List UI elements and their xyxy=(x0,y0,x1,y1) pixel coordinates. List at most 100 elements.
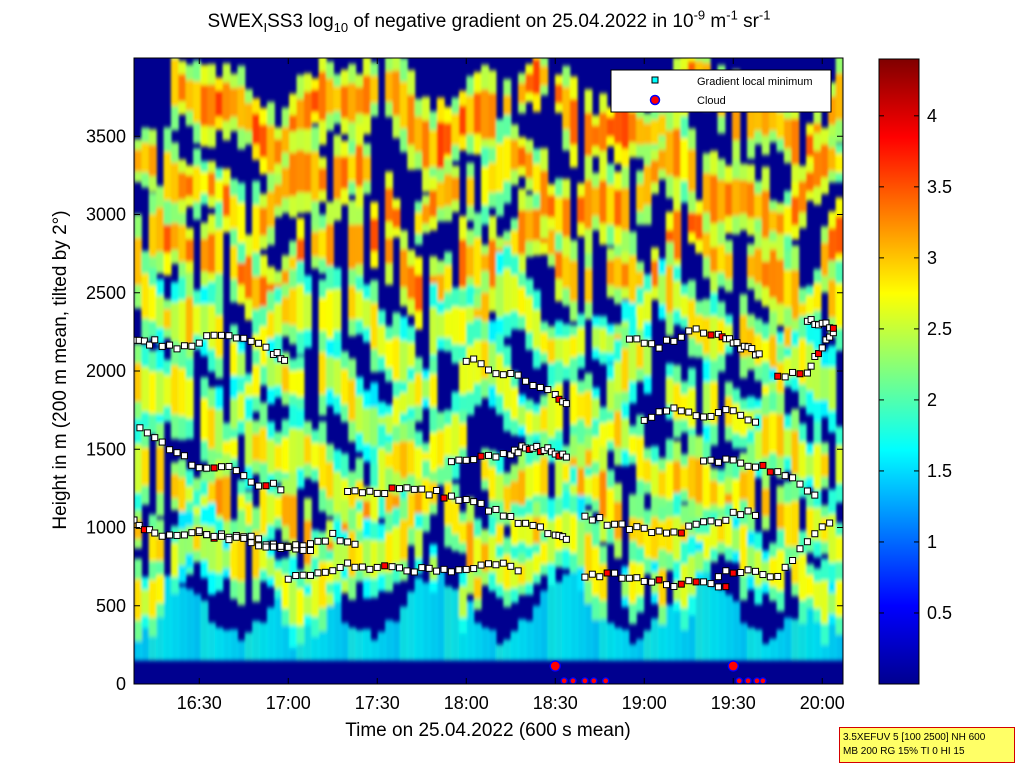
heatmap-cell xyxy=(148,214,157,257)
heatmap-cell xyxy=(392,442,401,477)
gradient-minimum-marker xyxy=(685,327,693,335)
x-tick-label: 17:30 xyxy=(355,693,400,713)
heatmap-cell xyxy=(658,568,667,606)
heatmap-cell xyxy=(673,210,682,260)
heatmap-cell xyxy=(333,86,342,112)
gradient-minimum-marker xyxy=(499,512,507,520)
gradient-minimum-marker xyxy=(351,540,359,548)
heatmap-cell xyxy=(739,180,748,214)
gradient-minimum-marker xyxy=(677,580,685,588)
heatmap-cell xyxy=(577,519,586,568)
gradient-minimum-marker xyxy=(726,335,734,343)
heatmap-cell xyxy=(296,99,305,148)
heatmap-cell xyxy=(665,377,674,406)
heatmap-cell xyxy=(237,640,246,661)
heatmap-cell xyxy=(739,525,748,576)
heatmap-cell xyxy=(695,573,704,661)
heatmap-cell xyxy=(399,340,408,389)
heatmap-cell xyxy=(244,382,253,403)
gradient-minimum-marker xyxy=(485,451,492,459)
heatmap-cell xyxy=(650,260,659,287)
heatmap-cell xyxy=(835,283,843,329)
heatmap-cell xyxy=(518,405,527,427)
heatmap-cell xyxy=(178,74,187,102)
cloud-marker xyxy=(569,677,577,684)
heatmap-cell xyxy=(422,120,431,169)
heatmap-cell xyxy=(488,93,497,139)
heatmap-cell xyxy=(791,196,800,226)
heatmap-cell xyxy=(185,589,194,661)
gradient-minimum-marker xyxy=(262,343,270,351)
heatmap-cell xyxy=(798,603,807,661)
gradient-minimum-marker xyxy=(722,567,730,575)
heatmap-cell xyxy=(355,290,364,320)
heatmap-cell xyxy=(466,600,475,661)
heatmap-cell xyxy=(710,586,719,661)
heatmap-cell xyxy=(554,196,563,234)
heatmap-cell xyxy=(466,95,475,135)
heatmap-cell xyxy=(761,488,770,517)
gradient-minimum-marker xyxy=(485,366,492,374)
heatmap-cell xyxy=(436,181,445,209)
heatmap-cell xyxy=(237,246,246,285)
gradient-minimum-marker xyxy=(447,568,455,576)
heatmap-cell xyxy=(222,549,231,569)
gradient-minimum-marker xyxy=(722,516,730,524)
heatmap-cell xyxy=(532,209,541,241)
heatmap-cell xyxy=(414,212,423,234)
heatmap-cell xyxy=(355,224,364,265)
heatmap-cell xyxy=(458,361,467,395)
heatmap-cell xyxy=(215,90,224,117)
heatmap-cell xyxy=(739,471,748,507)
heatmap-cell xyxy=(362,75,371,115)
heatmap-cell xyxy=(392,397,401,431)
gradient-minimum-marker xyxy=(232,334,240,342)
heatmap-cell xyxy=(451,306,460,345)
gradient-minimum-marker xyxy=(240,334,248,342)
gradient-minimum-marker xyxy=(781,563,789,571)
gradient-minimum-marker xyxy=(755,350,763,358)
gradient-minimum-marker xyxy=(284,575,292,583)
gradient-minimum-marker xyxy=(203,464,211,472)
y-axis: 0 500 1000 1500 2000 2500 3000 3500 xyxy=(86,126,843,694)
heatmap-cell xyxy=(806,134,815,157)
heatmap-cell xyxy=(599,180,608,224)
heatmap-cell xyxy=(170,221,179,250)
gradient-minimum-marker xyxy=(292,572,300,580)
colorbar-tick-label: 1.5 xyxy=(927,461,952,481)
heatmap-cell xyxy=(628,112,637,143)
heatmap-cell xyxy=(606,622,615,661)
heatmap-cell xyxy=(695,458,704,504)
x-tick-label: 19:30 xyxy=(711,693,756,713)
heatmap-cell xyxy=(724,324,733,345)
heatmap-cell xyxy=(813,581,822,609)
heatmap-cell xyxy=(835,445,843,484)
y-tick-label: 0 xyxy=(116,674,126,694)
heatmap-cell xyxy=(377,631,386,661)
gradient-minimum-marker xyxy=(700,518,708,526)
heatmap-cell xyxy=(547,577,556,661)
gradient-minimum-marker xyxy=(485,507,492,515)
gradient-minimum-marker xyxy=(633,523,641,531)
heatmap-cell xyxy=(532,462,541,496)
gradient-minimum-marker xyxy=(455,456,463,464)
heatmap-cell xyxy=(754,430,763,462)
heatmap-cell xyxy=(156,207,165,252)
gradient-minimum-marker xyxy=(822,319,830,327)
heatmap-cell xyxy=(185,297,194,346)
heatmap-cell xyxy=(348,83,357,123)
heatmap-cell xyxy=(355,542,364,569)
heatmap-cell xyxy=(554,383,563,431)
gradient-minimum-marker xyxy=(358,563,366,571)
heatmap-cell xyxy=(436,274,445,303)
gradient-minimum-marker xyxy=(173,531,181,539)
heatmap-cell xyxy=(820,453,829,477)
heatmap-cell xyxy=(156,583,165,661)
gradient-minimum-marker xyxy=(803,369,811,377)
gradient-minimum-marker xyxy=(714,583,722,591)
gradient-minimum-marker xyxy=(796,545,804,553)
heatmap-cell xyxy=(717,482,726,510)
heatmap-cell xyxy=(783,617,792,661)
gradient-minimum-marker xyxy=(273,349,281,357)
